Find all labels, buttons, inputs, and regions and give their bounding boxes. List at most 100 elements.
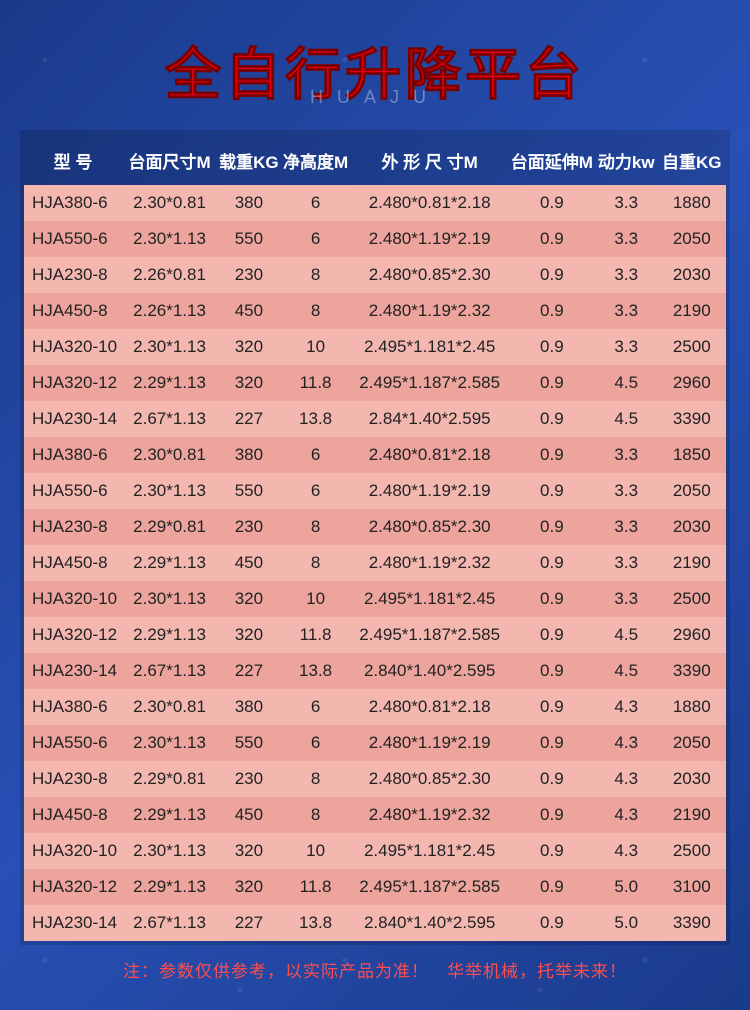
cell-net_h: 10 — [281, 833, 351, 869]
table-row: HJA320-102.30*1.13320102.495*1.181*2.450… — [24, 581, 726, 617]
page-subtitle: HUAJU — [0, 87, 750, 108]
cell-platform: 2.30*1.13 — [122, 833, 217, 869]
cell-model: HJA230-8 — [24, 509, 122, 545]
cell-model: HJA450-8 — [24, 545, 122, 581]
cell-platform: 2.29*1.13 — [122, 869, 217, 905]
cell-ext: 0.9 — [509, 689, 595, 725]
cell-shape: 2.495*1.181*2.45 — [351, 581, 509, 617]
cell-platform: 2.30*0.81 — [122, 185, 217, 221]
cell-model: HJA230-14 — [24, 401, 122, 437]
cell-load: 550 — [217, 473, 281, 509]
cell-weight: 3390 — [657, 401, 726, 437]
cell-model: HJA380-6 — [24, 689, 122, 725]
cell-platform: 2.29*1.13 — [122, 365, 217, 401]
cell-platform: 2.30*1.13 — [122, 581, 217, 617]
cell-platform: 2.29*0.81 — [122, 761, 217, 797]
cell-shape: 2.480*1.19*2.19 — [351, 221, 509, 257]
table-row: HJA550-62.30*1.1355062.480*1.19*2.190.94… — [24, 725, 726, 761]
cell-platform: 2.30*1.13 — [122, 329, 217, 365]
cell-net_h: 8 — [281, 293, 351, 329]
cell-net_h: 8 — [281, 257, 351, 293]
cell-platform: 2.30*0.81 — [122, 437, 217, 473]
cell-shape: 2.495*1.181*2.45 — [351, 329, 509, 365]
cell-ext: 0.9 — [509, 221, 595, 257]
cell-load: 380 — [217, 185, 281, 221]
table-row: HJA550-62.30*1.1355062.480*1.19*2.190.93… — [24, 221, 726, 257]
cell-weight: 3390 — [657, 905, 726, 941]
cell-power: 3.3 — [595, 293, 658, 329]
table-row: HJA450-82.26*1.1345082.480*1.19*2.320.93… — [24, 293, 726, 329]
cell-power: 4.3 — [595, 797, 658, 833]
cell-load: 230 — [217, 257, 281, 293]
cell-weight: 3390 — [657, 653, 726, 689]
cell-ext: 0.9 — [509, 869, 595, 905]
cell-weight: 2050 — [657, 221, 726, 257]
cell-power: 3.3 — [595, 473, 658, 509]
cell-platform: 2.26*1.13 — [122, 293, 217, 329]
cell-power: 3.3 — [595, 437, 658, 473]
cell-model: HJA230-14 — [24, 905, 122, 941]
cell-weight: 2190 — [657, 293, 726, 329]
cell-power: 3.3 — [595, 329, 658, 365]
cell-load: 230 — [217, 509, 281, 545]
col-header-power: 动力kw — [595, 138, 658, 185]
cell-load: 320 — [217, 329, 281, 365]
cell-shape: 2.480*1.19*2.32 — [351, 545, 509, 581]
cell-power: 4.3 — [595, 689, 658, 725]
cell-ext: 0.9 — [509, 437, 595, 473]
cell-load: 380 — [217, 689, 281, 725]
cell-weight: 2500 — [657, 833, 726, 869]
table-row: HJA320-122.29*1.1332011.82.495*1.187*2.5… — [24, 617, 726, 653]
cell-model: HJA320-12 — [24, 617, 122, 653]
cell-shape: 2.840*1.40*2.595 — [351, 653, 509, 689]
cell-weight: 1880 — [657, 689, 726, 725]
cell-net_h: 6 — [281, 185, 351, 221]
cell-ext: 0.9 — [509, 617, 595, 653]
cell-weight: 2050 — [657, 725, 726, 761]
footnote: 注：参数仅供参考，以实际产品为准！ 华举机械，托举未来！ — [0, 945, 750, 982]
cell-shape: 2.495*1.187*2.585 — [351, 617, 509, 653]
table-row: HJA380-62.30*0.8138062.480*0.81*2.180.93… — [24, 185, 726, 221]
cell-net_h: 11.8 — [281, 617, 351, 653]
cell-shape: 2.480*0.81*2.18 — [351, 689, 509, 725]
table-row: HJA450-82.29*1.1345082.480*1.19*2.320.93… — [24, 545, 726, 581]
page-title-block: 全自行升降平台 HUAJU — [0, 0, 750, 130]
col-header-platform: 台面尺寸M — [122, 138, 217, 185]
cell-net_h: 8 — [281, 545, 351, 581]
cell-load: 320 — [217, 581, 281, 617]
cell-shape: 2.840*1.40*2.595 — [351, 905, 509, 941]
cell-shape: 2.480*0.85*2.30 — [351, 257, 509, 293]
cell-model: HJA380-6 — [24, 185, 122, 221]
cell-platform: 2.67*1.13 — [122, 401, 217, 437]
cell-load: 320 — [217, 617, 281, 653]
cell-ext: 0.9 — [509, 293, 595, 329]
table-row: HJA320-122.29*1.1332011.82.495*1.187*2.5… — [24, 869, 726, 905]
cell-shape: 2.480*0.81*2.18 — [351, 185, 509, 221]
cell-platform: 2.30*1.13 — [122, 473, 217, 509]
cell-platform: 2.29*1.13 — [122, 617, 217, 653]
table-row: HJA320-102.30*1.13320102.495*1.181*2.450… — [24, 833, 726, 869]
cell-weight: 2500 — [657, 581, 726, 617]
spec-table: 型 号台面尺寸M载重KG净高度M外 形 尺 寸M台面延伸M动力kw自重KG HJ… — [24, 138, 726, 941]
table-row: HJA230-142.67*1.1322713.82.840*1.40*2.59… — [24, 905, 726, 941]
cell-weight: 2030 — [657, 257, 726, 293]
table-row: HJA230-142.67*1.1322713.82.840*1.40*2.59… — [24, 653, 726, 689]
cell-load: 320 — [217, 833, 281, 869]
col-header-net_h: 净高度M — [281, 138, 351, 185]
cell-model: HJA550-6 — [24, 221, 122, 257]
cell-shape: 2.480*1.19*2.19 — [351, 473, 509, 509]
cell-model: HJA550-6 — [24, 473, 122, 509]
cell-model: HJA320-10 — [24, 833, 122, 869]
cell-ext: 0.9 — [509, 257, 595, 293]
cell-power: 3.3 — [595, 185, 658, 221]
cell-load: 550 — [217, 725, 281, 761]
cell-power: 4.5 — [595, 617, 658, 653]
cell-net_h: 13.8 — [281, 653, 351, 689]
cell-shape: 2.480*1.19*2.32 — [351, 293, 509, 329]
cell-model: HJA380-6 — [24, 437, 122, 473]
cell-shape: 2.480*1.19*2.32 — [351, 797, 509, 833]
cell-shape: 2.480*0.81*2.18 — [351, 437, 509, 473]
cell-shape: 2.495*1.187*2.585 — [351, 869, 509, 905]
cell-weight: 1880 — [657, 185, 726, 221]
cell-net_h: 13.8 — [281, 401, 351, 437]
